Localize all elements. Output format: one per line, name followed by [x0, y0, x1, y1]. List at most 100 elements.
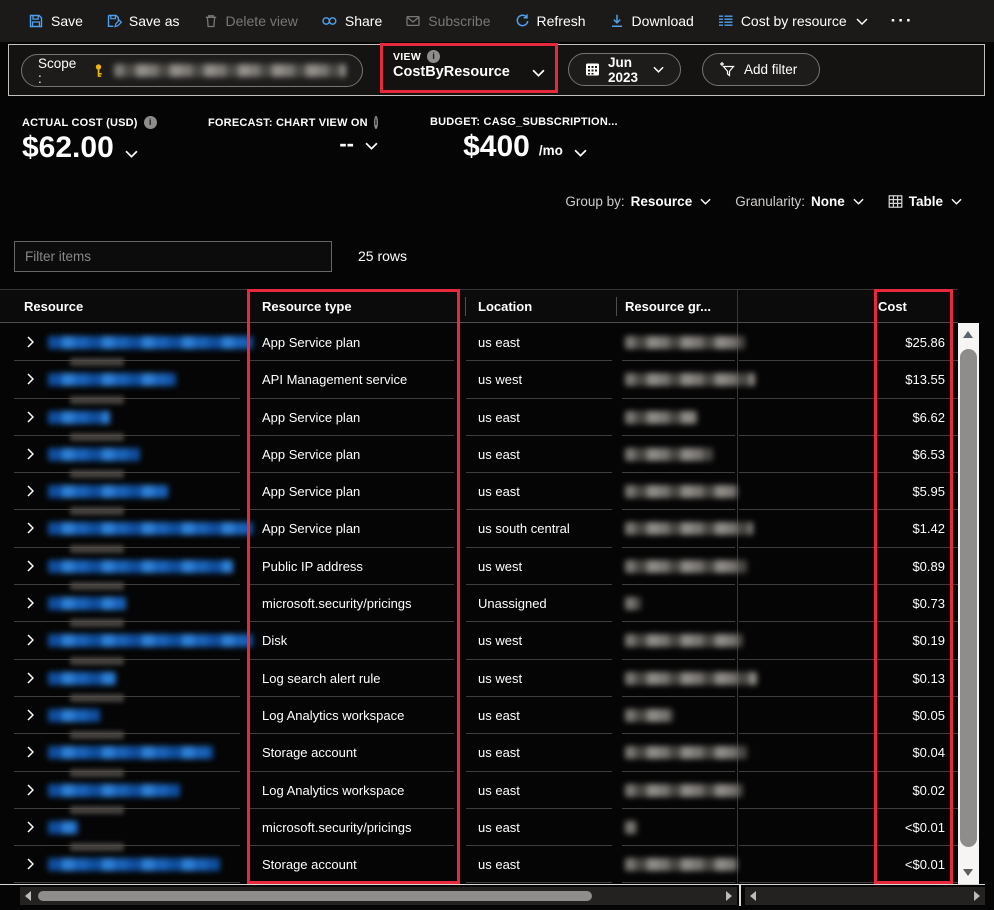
add-filter-button[interactable]: Add filter — [702, 53, 820, 86]
location-cell: us east — [478, 335, 520, 350]
column-header-resource-group[interactable]: Resource gr... — [625, 299, 711, 314]
share-button[interactable]: Share — [321, 13, 382, 29]
redacted-sub-label — [70, 470, 124, 479]
redacted-resource-group — [625, 410, 697, 424]
granularity-dropdown[interactable]: Granularity: None — [735, 194, 864, 209]
forecast-kpi[interactable]: FORECAST: CHART VIEW ON -- — [208, 116, 378, 155]
cost-cell: $13.55 — [905, 372, 945, 388]
redacted-resource-name[interactable] — [48, 336, 253, 349]
redacted-resource-name[interactable] — [48, 820, 78, 834]
expand-row-chevron-icon[interactable] — [27, 522, 34, 535]
save-as-button[interactable]: Save as — [106, 13, 180, 29]
scroll-right-arrow-icon[interactable] — [974, 891, 980, 901]
redacted-resource-group — [625, 858, 737, 872]
delete-view-button[interactable]: Delete view — [203, 13, 298, 29]
expand-row-chevron-icon[interactable] — [27, 672, 34, 684]
expand-row-chevron-icon[interactable] — [27, 709, 34, 721]
redacted-resource-group — [625, 746, 747, 760]
expand-row-chevron-icon[interactable] — [27, 411, 34, 423]
mail-icon — [405, 13, 421, 29]
more-commands-button[interactable]: ··· — [890, 11, 914, 30]
scroll-left-arrow-icon[interactable] — [750, 891, 756, 901]
table-bottom-border — [0, 884, 985, 885]
save-icon — [28, 13, 44, 29]
horizontal-scrollbar-cost-pane[interactable] — [745, 887, 985, 905]
expand-row-chevron-icon[interactable] — [27, 858, 34, 870]
redacted-sub-label — [70, 731, 124, 740]
view-selector[interactable]: VIEW CostByResource — [380, 43, 558, 93]
expand-row-chevron-icon[interactable] — [27, 746, 34, 758]
table-header: Resource Resource type Location Resource… — [0, 289, 958, 323]
redacted-resource-name[interactable] — [48, 708, 100, 722]
cost-cell: $0.73 — [912, 596, 945, 612]
column-header-cost[interactable]: Cost — [878, 299, 907, 314]
resource-type-cell: Log search alert rule — [262, 670, 381, 686]
resource-type-cell: App Service plan — [262, 335, 361, 350]
budget-kpi[interactable]: BUDGET: CASG_SUBSCRIPTION... $400 /mo — [430, 116, 620, 162]
redacted-resource-name[interactable] — [48, 671, 116, 685]
expand-row-chevron-icon[interactable] — [27, 634, 34, 646]
command-bar: Save Save as Delete view Share Subscribe… — [0, 0, 994, 42]
view-list-icon — [717, 13, 734, 29]
subscribe-button[interactable]: Subscribe — [405, 13, 491, 29]
vertical-scrollbar[interactable] — [958, 323, 979, 884]
redacted-resource-name[interactable] — [48, 522, 253, 536]
download-button[interactable]: Download — [609, 13, 694, 29]
expand-row-chevron-icon[interactable] — [27, 597, 34, 609]
vertical-scrollbar-thumb[interactable] — [960, 349, 977, 847]
redacted-resource-name[interactable] — [48, 783, 180, 797]
expand-row-chevron-icon[interactable] — [27, 560, 34, 572]
cost-by-resource-label: Cost by resource — [740, 13, 847, 29]
redacted-resource-group — [625, 634, 743, 648]
view-mode-dropdown[interactable]: Table — [888, 194, 962, 209]
resource-type-cell: Log Analytics workspace — [262, 707, 405, 723]
scroll-down-arrow-icon[interactable] — [963, 869, 973, 876]
actual-cost-kpi[interactable]: ACTUAL COST (USD) $62.00 — [22, 116, 157, 163]
column-header-location[interactable]: Location — [478, 299, 533, 314]
redacted-resource-group — [625, 597, 641, 611]
redacted-resource-name[interactable] — [48, 858, 220, 872]
delete-view-label: Delete view — [225, 13, 298, 29]
resource-type-cell: Storage account — [262, 857, 357, 873]
table-row: Log Analytics workspace us east $0.05 — [0, 697, 958, 740]
table-row: App Service plan us east $6.53 — [0, 436, 958, 479]
expand-row-chevron-icon[interactable] — [27, 373, 34, 385]
redacted-resource-name[interactable] — [48, 410, 110, 424]
chevron-down-icon — [574, 149, 587, 157]
redacted-resource-name[interactable] — [48, 373, 176, 387]
location-cell: us east — [478, 707, 520, 723]
redacted-resource-name[interactable] — [48, 447, 140, 461]
column-header-resource-type[interactable]: Resource type — [262, 299, 352, 314]
redacted-sub-label — [70, 843, 124, 852]
horizontal-scrollbar-main[interactable] — [20, 887, 737, 905]
redacted-resource-name[interactable] — [48, 597, 126, 611]
redacted-resource-name[interactable] — [48, 746, 213, 760]
expand-row-chevron-icon[interactable] — [27, 448, 34, 460]
redacted-resource-name[interactable] — [48, 485, 168, 499]
expand-row-chevron-icon[interactable] — [27, 784, 34, 796]
table-row: App Service plan us east $5.95 — [0, 473, 958, 516]
expand-row-chevron-icon[interactable] — [27, 336, 34, 348]
scope-pill[interactable]: Scope : — [21, 54, 363, 87]
save-button[interactable]: Save — [28, 13, 83, 29]
scroll-right-arrow-icon[interactable] — [726, 891, 732, 901]
redacted-resource-name[interactable] — [48, 634, 253, 648]
redacted-resource-group — [625, 336, 745, 349]
expand-row-chevron-icon[interactable] — [27, 821, 34, 833]
redacted-resource-name[interactable] — [48, 559, 233, 573]
resource-type-cell: microsoft.security/pricings — [262, 819, 412, 835]
chevron-down-icon — [532, 69, 545, 77]
filter-items-input[interactable] — [14, 241, 332, 272]
cost-by-resource-menu[interactable]: Cost by resource — [717, 13, 868, 29]
horizontal-scrollbar-thumb[interactable] — [38, 891, 592, 901]
group-by-dropdown[interactable]: Group by: Resource — [565, 194, 711, 209]
share-link-icon — [321, 13, 338, 29]
refresh-button[interactable]: Refresh — [514, 13, 586, 29]
column-header-resource[interactable]: Resource — [24, 299, 84, 314]
scroll-left-arrow-icon[interactable] — [25, 891, 31, 901]
scroll-up-arrow-icon[interactable] — [963, 331, 973, 338]
date-range-picker[interactable]: Jun 2023 — [568, 53, 681, 86]
redacted-resource-group — [625, 671, 757, 685]
expand-row-chevron-icon[interactable] — [27, 485, 34, 497]
table-body: App Service plan us east $25.86 API Mana… — [0, 324, 958, 884]
